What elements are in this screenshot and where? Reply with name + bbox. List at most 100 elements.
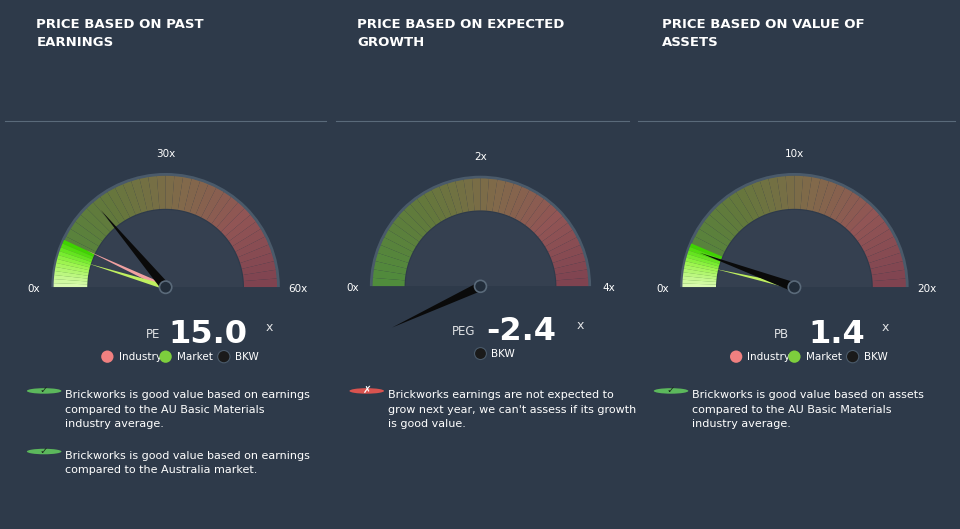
Wedge shape xyxy=(813,178,829,213)
Polygon shape xyxy=(392,282,483,327)
Wedge shape xyxy=(715,202,743,232)
Wedge shape xyxy=(464,178,474,212)
Text: PRICE BASED ON EXPECTED
GROWTH: PRICE BASED ON EXPECTED GROWTH xyxy=(357,18,564,49)
Wedge shape xyxy=(722,197,748,227)
Wedge shape xyxy=(864,236,898,257)
Wedge shape xyxy=(115,184,135,217)
Wedge shape xyxy=(534,209,563,237)
Wedge shape xyxy=(60,243,93,259)
Wedge shape xyxy=(515,190,538,222)
Wedge shape xyxy=(795,175,804,209)
Wedge shape xyxy=(729,191,754,224)
Text: Brickworks is good value based on assets
compared to the AU Basic Materials
indu: Brickworks is good value based on assets… xyxy=(692,390,924,429)
Text: ✓: ✓ xyxy=(39,446,49,456)
Wedge shape xyxy=(232,229,265,252)
Wedge shape xyxy=(688,247,721,261)
Wedge shape xyxy=(683,276,716,282)
Wedge shape xyxy=(55,261,89,275)
Circle shape xyxy=(474,348,487,360)
Text: 0x: 0x xyxy=(27,285,39,295)
Wedge shape xyxy=(377,245,410,263)
Wedge shape xyxy=(108,187,130,221)
Wedge shape xyxy=(861,229,894,252)
Text: x: x xyxy=(881,321,889,334)
Wedge shape xyxy=(554,261,588,275)
Wedge shape xyxy=(539,216,568,242)
Circle shape xyxy=(847,351,859,363)
Wedge shape xyxy=(172,176,183,210)
Wedge shape xyxy=(665,287,924,416)
Wedge shape xyxy=(66,229,99,252)
Wedge shape xyxy=(825,184,845,217)
Wedge shape xyxy=(226,214,256,241)
Wedge shape xyxy=(60,248,92,262)
Wedge shape xyxy=(777,176,788,210)
Polygon shape xyxy=(86,250,167,289)
Wedge shape xyxy=(384,230,416,252)
Wedge shape xyxy=(556,269,588,280)
Text: BKW: BKW xyxy=(864,352,888,362)
Wedge shape xyxy=(196,184,216,217)
Wedge shape xyxy=(830,187,852,221)
Wedge shape xyxy=(492,179,506,213)
Wedge shape xyxy=(56,263,89,273)
Wedge shape xyxy=(404,204,431,233)
Wedge shape xyxy=(398,209,427,237)
Wedge shape xyxy=(744,184,764,217)
Wedge shape xyxy=(819,181,837,215)
Wedge shape xyxy=(184,178,201,213)
Wedge shape xyxy=(691,236,725,257)
Polygon shape xyxy=(700,253,796,291)
Wedge shape xyxy=(447,181,463,214)
Wedge shape xyxy=(873,278,906,287)
Text: 4x: 4x xyxy=(602,284,614,294)
Wedge shape xyxy=(541,223,573,247)
Wedge shape xyxy=(431,186,451,218)
Text: PRICE BASED ON VALUE OF
ASSETS: PRICE BASED ON VALUE OF ASSETS xyxy=(662,18,865,49)
Circle shape xyxy=(730,351,742,363)
Circle shape xyxy=(218,351,230,363)
Wedge shape xyxy=(202,187,224,221)
Wedge shape xyxy=(393,216,422,242)
Text: PEG: PEG xyxy=(451,325,475,339)
Circle shape xyxy=(27,449,61,454)
Wedge shape xyxy=(242,261,276,275)
Wedge shape xyxy=(835,191,860,224)
Wedge shape xyxy=(683,270,717,281)
Wedge shape xyxy=(221,208,251,236)
Text: ✗: ✗ xyxy=(362,385,372,395)
Wedge shape xyxy=(372,278,405,286)
Wedge shape xyxy=(768,177,782,211)
Wedge shape xyxy=(235,236,269,257)
Wedge shape xyxy=(472,178,481,211)
Wedge shape xyxy=(58,255,90,268)
Wedge shape xyxy=(156,175,166,209)
Text: Brickworks is good value based on earnings
compared to the AU Basic Materials
in: Brickworks is good value based on earnin… xyxy=(65,390,310,429)
Circle shape xyxy=(654,388,688,394)
Wedge shape xyxy=(423,190,446,222)
Wedge shape xyxy=(683,272,717,279)
Circle shape xyxy=(788,281,801,294)
Wedge shape xyxy=(59,251,91,264)
Wedge shape xyxy=(695,229,728,252)
Text: BKW: BKW xyxy=(492,349,516,359)
Text: 0x: 0x xyxy=(347,284,359,294)
Wedge shape xyxy=(854,214,885,241)
Polygon shape xyxy=(87,263,166,289)
Wedge shape xyxy=(406,212,555,286)
Wedge shape xyxy=(217,202,245,232)
Wedge shape xyxy=(373,261,407,275)
Wedge shape xyxy=(869,253,903,269)
Wedge shape xyxy=(548,237,581,257)
Wedge shape xyxy=(54,278,87,287)
Wedge shape xyxy=(841,197,867,227)
Wedge shape xyxy=(850,208,879,236)
Wedge shape xyxy=(752,181,770,215)
Text: 10x: 10x xyxy=(784,149,804,159)
Wedge shape xyxy=(806,177,821,211)
Wedge shape xyxy=(244,278,277,287)
Wedge shape xyxy=(801,176,812,210)
Wedge shape xyxy=(736,187,758,221)
Wedge shape xyxy=(530,204,557,233)
Text: 15.0: 15.0 xyxy=(169,319,248,350)
